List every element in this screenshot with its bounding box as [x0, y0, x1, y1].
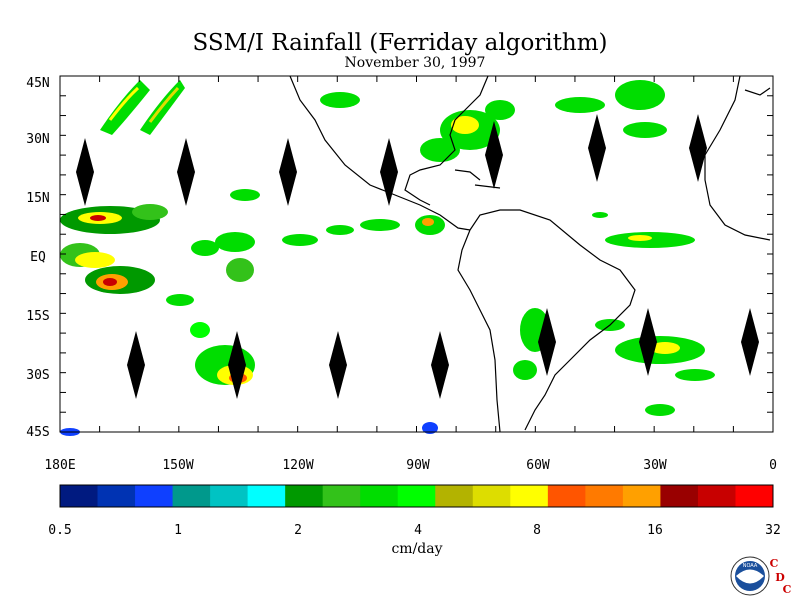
colorbar-tick-label: 4 — [414, 523, 422, 538]
map-title: SSM/I Rainfall (Ferriday algorithm) — [192, 30, 608, 56]
orbit-gap-diamond-icon — [127, 331, 145, 399]
colorbar-swatch — [547, 485, 586, 507]
map-subtitle: November 30, 1997 — [344, 55, 486, 71]
coastlines — [289, 75, 771, 433]
orbit-gap-diamond-icon — [380, 138, 398, 206]
lon-label: 30W — [643, 458, 667, 473]
colorbar-tick-label: 2 — [294, 523, 302, 538]
colorbar-swatch — [172, 485, 211, 507]
lat-label: 30N — [26, 132, 49, 147]
colorbar-tick-label: 1 — [174, 523, 182, 538]
colorbar-swatch — [697, 485, 736, 507]
orbit-gap-diamond-icon — [76, 138, 94, 206]
colorbar-swatch — [97, 485, 136, 507]
orbit-gap-diamond-icon — [228, 331, 246, 399]
colorbar-swatch — [622, 485, 661, 507]
orbit-gap-diamond-icon — [279, 138, 297, 206]
lat-label: EQ — [30, 250, 46, 265]
colorbar-swatch — [510, 485, 549, 507]
lat-label: 30S — [26, 368, 49, 383]
orbit-gap-diamond-icon — [538, 308, 556, 376]
colorbar-swatch — [322, 485, 361, 507]
colorbar-swatch — [660, 485, 699, 507]
logo-letter: C — [770, 557, 779, 570]
lon-label: 150W — [162, 458, 193, 473]
orbit-gap-diamond-icon — [689, 114, 707, 182]
orbit-gap-diamond-icon — [639, 308, 657, 376]
colorbar-swatch — [585, 485, 624, 507]
lon-label: 60W — [526, 458, 550, 473]
colorbar-swatch — [60, 485, 99, 507]
logo-letter: C — [783, 583, 792, 596]
colorbar-swatch — [360, 485, 399, 507]
lat-label: 15S — [26, 309, 49, 324]
orbit-gap-diamond-icon — [741, 308, 759, 376]
map-ticks — [59, 75, 774, 433]
noaa-seal-icon: NOAA C D C — [730, 555, 792, 597]
colorbar-swatch — [210, 485, 249, 507]
lon-label: 90W — [406, 458, 430, 473]
orbit-gap-diamond-icon — [588, 114, 606, 182]
lon-labels: 180E 150W 120W 90W 60W 30W 0 — [44, 458, 777, 473]
colorbar — [60, 485, 774, 507]
lat-label: 45N — [26, 76, 49, 91]
orbit-gap-diamond-icon — [485, 121, 503, 189]
colorbar-unit-label: cm/day — [391, 541, 443, 557]
colorbar-tick-labels: 0.5 1 2 4 8 16 32 — [48, 523, 781, 538]
orbit-gap-diamonds — [76, 114, 759, 399]
logo-letter: D — [775, 571, 785, 584]
lon-label: 180E — [44, 458, 75, 473]
colorbar-swatch — [135, 485, 174, 507]
rain-patches — [60, 80, 715, 436]
colorbar-tick-label: 0.5 — [48, 523, 71, 538]
colorbar-frame — [59, 484, 774, 508]
logo-text: NOAA — [743, 563, 758, 569]
orbit-gap-diamond-icon — [177, 138, 195, 206]
colorbar-swatch — [435, 485, 474, 507]
lon-label: 0 — [769, 458, 777, 473]
orbit-gap-diamond-icon — [431, 331, 449, 399]
colorbar-tick-label: 32 — [765, 523, 781, 538]
lat-label: 15N — [26, 191, 49, 206]
colorbar-tick-label: 16 — [647, 523, 663, 538]
lat-labels: 45N 30N 15N EQ 15S 30S 45S — [26, 76, 49, 440]
colorbar-swatch — [247, 485, 286, 507]
lon-label: 120W — [282, 458, 313, 473]
colorbar-tick-label: 8 — [533, 523, 541, 538]
colorbar-swatch — [735, 485, 774, 507]
lat-label: 45S — [26, 425, 49, 440]
colorbar-swatch — [472, 485, 511, 507]
colorbar-swatch — [397, 485, 436, 507]
colorbar-swatch — [285, 485, 324, 507]
orbit-gap-diamond-icon — [329, 331, 347, 399]
